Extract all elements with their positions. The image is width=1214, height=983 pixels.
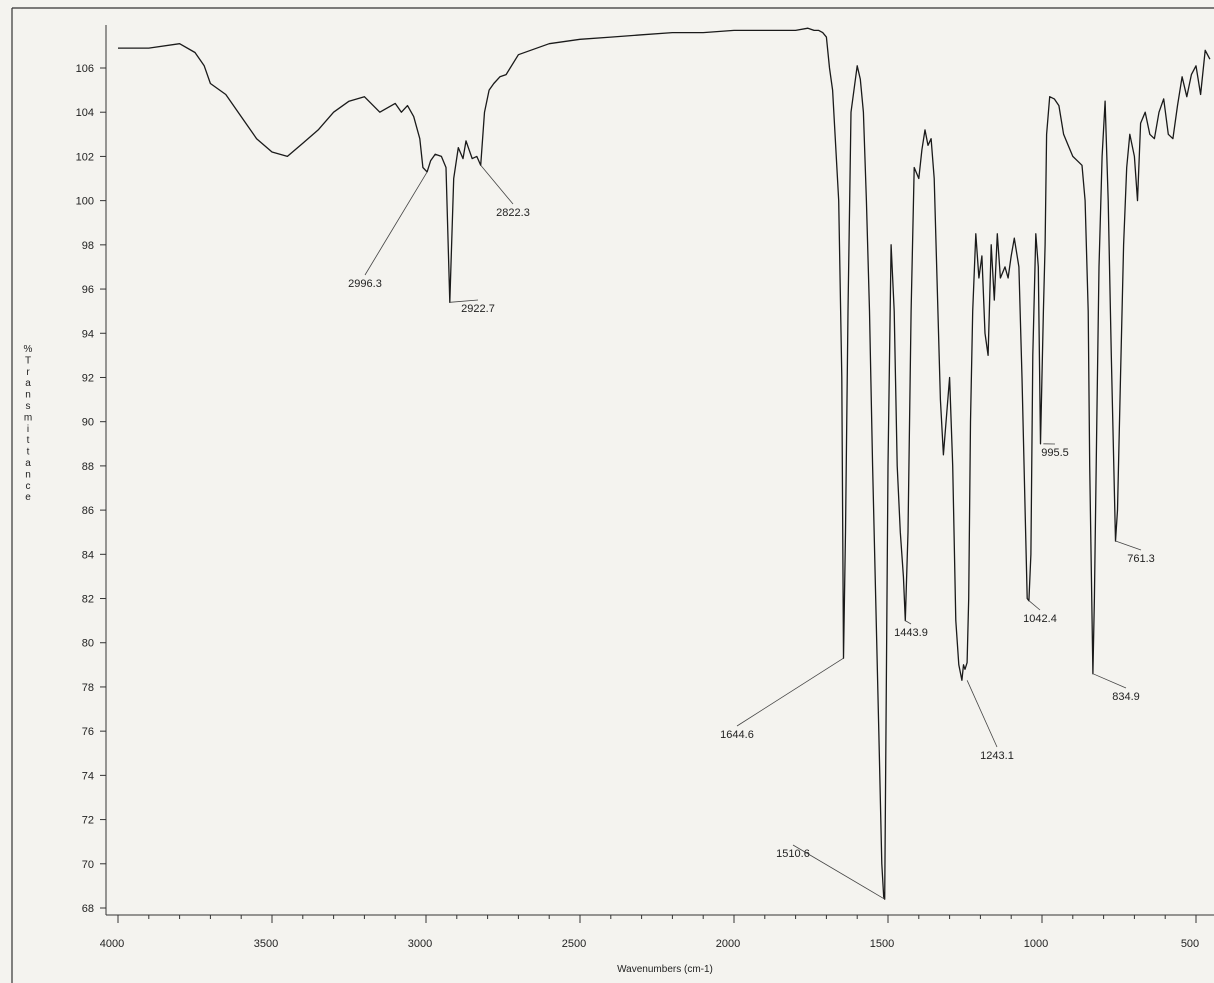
y-axis-label-letter: r xyxy=(26,367,30,378)
peak-pointer-line xyxy=(905,620,912,625)
y-tick-label: 82 xyxy=(82,594,94,606)
peak-label: 1042.4 xyxy=(1023,613,1057,625)
y-tick-label: 88 xyxy=(82,461,94,473)
peak-label: 995.5 xyxy=(1041,447,1069,459)
peak-label: 834.9 xyxy=(1112,691,1140,703)
x-tick-label: 4000 xyxy=(100,938,124,950)
y-tick-label: 78 xyxy=(82,682,94,694)
x-axis: 4000 3500 3000 2500 2000 1500 1000 500 xyxy=(100,915,1199,950)
x-tick-label: 500 xyxy=(1181,938,1199,950)
y-tick-label: 90 xyxy=(82,417,94,429)
x-tick-label: 2000 xyxy=(716,938,740,950)
y-axis-label-letter: a xyxy=(25,378,31,389)
y-tick-label: 72 xyxy=(82,815,94,827)
y-axis-label-letter: s xyxy=(26,401,31,412)
y-axis-label-letter: c xyxy=(26,481,31,492)
x-tick-label: 1000 xyxy=(1024,938,1048,950)
spectrum-line xyxy=(118,27,1211,900)
peak-annotations: 2996.3 2922.7 2822.3 1644.6 1510.6 1443.9 1243… xyxy=(348,165,1155,900)
y-axis-label-letter: e xyxy=(25,492,31,503)
peak-pointer-line xyxy=(966,680,998,748)
y-tick-label: 76 xyxy=(82,726,94,738)
x-tick-label: 3000 xyxy=(408,938,432,950)
peak-pointer-line xyxy=(480,165,514,205)
y-tick-label: 92 xyxy=(82,372,94,384)
peak-label: 1510.6 xyxy=(776,848,810,860)
y-tick-label: 104 xyxy=(76,107,94,119)
peak-label: 1243.1 xyxy=(980,750,1014,762)
y-tick-label: 86 xyxy=(82,505,94,517)
y-tick-label: 68 xyxy=(82,903,94,915)
x-tick-label: 1500 xyxy=(870,938,894,950)
peak-pointer-line xyxy=(364,171,428,276)
y-tick-label: 96 xyxy=(82,284,94,296)
series-layer xyxy=(118,27,1211,900)
y-axis-label-letter: t xyxy=(27,435,30,446)
y-axis: 68 70 72 74 76 78 80 82 84 86 88 90 92 94 96 98 100 102 10… xyxy=(76,63,106,915)
peak-label: 2996.3 xyxy=(348,278,382,290)
peak-pointer-line xyxy=(449,299,479,303)
peak-pointer-line xyxy=(1092,673,1127,689)
y-tick-label: 98 xyxy=(82,240,94,252)
peak-label: 1644.6 xyxy=(720,729,754,741)
peak-label: 1443.9 xyxy=(894,627,928,639)
y-axis-label-letter: a xyxy=(25,458,31,469)
y-axis-label-letter: % xyxy=(24,344,33,355)
y-tick-label: 70 xyxy=(82,859,94,871)
y-tick-label: 94 xyxy=(82,328,94,340)
y-axis-label-letter: t xyxy=(27,447,30,458)
y-axis-label-letter: i xyxy=(27,424,29,435)
peak-pointer-line xyxy=(1028,600,1041,611)
y-axis-label-letter: m xyxy=(24,412,32,423)
x-tick-label: 3500 xyxy=(254,938,278,950)
y-axis-label-letter: T xyxy=(25,355,31,366)
y-tick-label: 80 xyxy=(82,638,94,650)
peak-pointer-line xyxy=(792,844,885,900)
x-axis-label: Wavenumbers (cm-1) xyxy=(617,964,713,975)
peak-label: 2822.3 xyxy=(496,207,530,219)
x-tick-label: 2500 xyxy=(562,938,586,950)
plot-frame xyxy=(11,7,1214,983)
y-tick-label: 84 xyxy=(82,549,94,561)
peak-label: 761.3 xyxy=(1127,553,1155,565)
peak-pointer-line xyxy=(736,657,844,727)
y-tick-label: 100 xyxy=(76,196,94,208)
y-tick-label: 74 xyxy=(82,770,94,782)
y-axis-label-letter: n xyxy=(25,469,31,480)
y-axis-label-letter: n xyxy=(25,390,31,401)
peak-pointer-line xyxy=(1115,540,1142,551)
y-tick-label: 106 xyxy=(76,63,94,75)
peak-label: 2922.7 xyxy=(461,303,495,315)
y-tick-label: 102 xyxy=(76,151,94,163)
